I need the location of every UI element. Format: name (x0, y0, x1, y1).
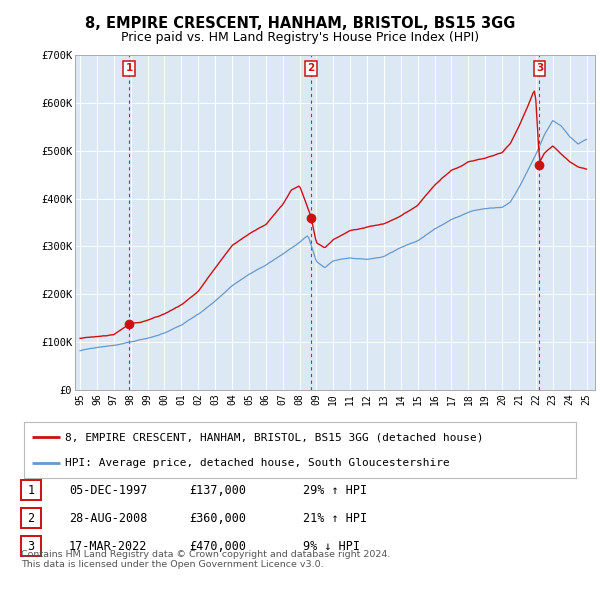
Text: £137,000: £137,000 (189, 483, 246, 497)
Text: £360,000: £360,000 (189, 512, 246, 525)
Text: 29% ↑ HPI: 29% ↑ HPI (303, 483, 367, 497)
Text: 9% ↓ HPI: 9% ↓ HPI (303, 539, 360, 552)
Text: 21% ↑ HPI: 21% ↑ HPI (303, 512, 367, 525)
Text: £470,000: £470,000 (189, 539, 246, 552)
Text: 3: 3 (28, 539, 34, 552)
Text: Price paid vs. HM Land Registry's House Price Index (HPI): Price paid vs. HM Land Registry's House … (121, 31, 479, 44)
Text: 1: 1 (28, 483, 34, 497)
Text: 8, EMPIRE CRESCENT, HANHAM, BRISTOL, BS15 3GG: 8, EMPIRE CRESCENT, HANHAM, BRISTOL, BS1… (85, 16, 515, 31)
Text: 28-AUG-2008: 28-AUG-2008 (69, 512, 148, 525)
Text: 2: 2 (28, 512, 34, 525)
Text: 8, EMPIRE CRESCENT, HANHAM, BRISTOL, BS15 3GG (detached house): 8, EMPIRE CRESCENT, HANHAM, BRISTOL, BS1… (65, 432, 484, 442)
Text: 1: 1 (126, 63, 133, 73)
Text: HPI: Average price, detached house, South Gloucestershire: HPI: Average price, detached house, Sout… (65, 458, 450, 468)
Text: 05-DEC-1997: 05-DEC-1997 (69, 483, 148, 497)
Text: Contains HM Land Registry data © Crown copyright and database right 2024.
This d: Contains HM Land Registry data © Crown c… (21, 550, 391, 569)
Text: 17-MAR-2022: 17-MAR-2022 (69, 539, 148, 552)
Text: 3: 3 (536, 63, 543, 73)
Text: 2: 2 (307, 63, 314, 73)
